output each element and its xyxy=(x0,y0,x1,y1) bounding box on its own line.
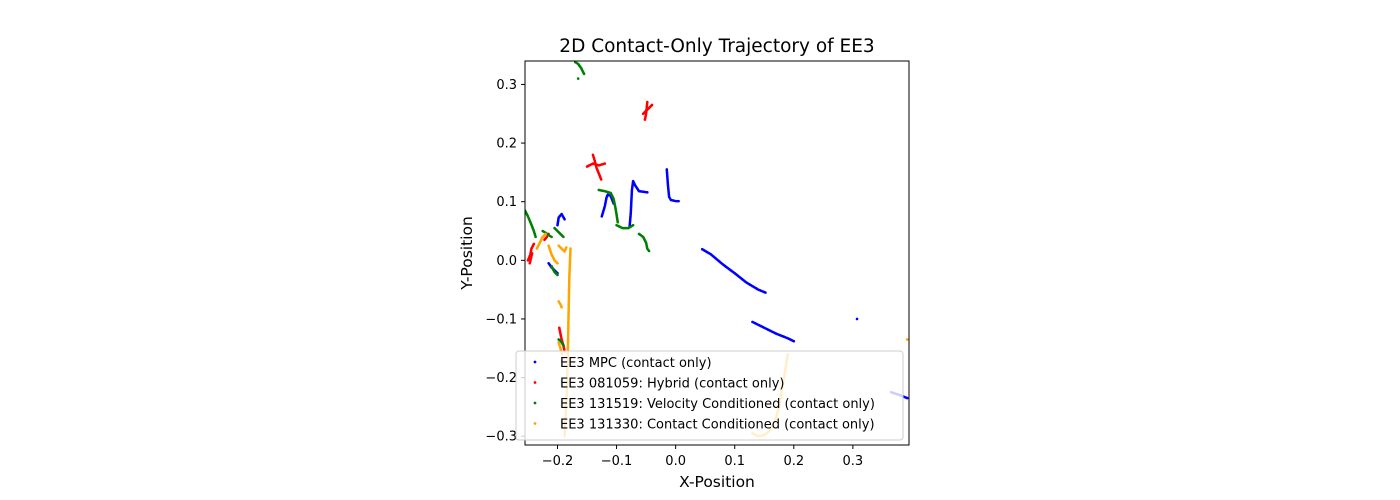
y-tick-label: −0.1 xyxy=(485,312,517,327)
x-tick-label: 0.2 xyxy=(783,454,804,469)
data-point xyxy=(792,339,796,343)
x-tick-label: 0.0 xyxy=(665,454,686,469)
y-tick-label: 0.1 xyxy=(496,195,517,210)
legend-marker xyxy=(533,381,537,384)
x-tick-label: 0.1 xyxy=(724,454,745,469)
data-point xyxy=(562,235,565,239)
data-point xyxy=(616,220,620,224)
legend: EE3 MPC (contact only) EE3 081059: Hybrid… xyxy=(515,350,904,441)
data-point xyxy=(905,338,909,341)
data-point xyxy=(563,217,566,221)
data-point xyxy=(647,249,651,253)
legend-entry: EE3 MPC (contact only) xyxy=(560,356,712,371)
series-2 xyxy=(526,100,654,353)
data-point xyxy=(764,291,767,294)
data-point xyxy=(556,273,559,277)
data-point xyxy=(565,246,568,249)
data-point xyxy=(576,77,580,80)
data-point xyxy=(905,396,909,400)
data-point xyxy=(562,344,565,347)
data-point xyxy=(532,242,536,246)
data-point xyxy=(855,317,859,321)
data-point xyxy=(534,235,537,239)
data-point xyxy=(544,232,547,236)
data-point xyxy=(645,100,649,104)
legend-marker xyxy=(533,401,537,405)
y-tick-label: −0.2 xyxy=(485,371,517,386)
series-1 xyxy=(547,168,909,400)
data-point xyxy=(631,223,635,227)
data-point xyxy=(603,162,607,165)
plot-frame xyxy=(524,60,910,446)
legend-entry: EE3 131519: Velocity Conditioned (contac… xyxy=(560,397,875,412)
data-point xyxy=(645,191,649,194)
data-point xyxy=(650,103,654,107)
data-point xyxy=(550,235,553,239)
data-point xyxy=(530,251,534,255)
y-tick-label: 0.2 xyxy=(496,137,517,152)
data-point xyxy=(599,178,603,181)
chart-title: 2D Contact-Only Trajectory of EE3 xyxy=(559,36,874,57)
legend-box xyxy=(515,350,904,441)
data-point xyxy=(582,72,586,76)
legend-entry: EE3 131330: Contact Conditioned (contact… xyxy=(560,418,875,433)
data-point xyxy=(556,261,559,265)
x-axis-label: X-Position xyxy=(679,473,755,491)
series-3 xyxy=(525,61,651,347)
y-tick-label: 0.0 xyxy=(496,254,517,269)
y-tick-label: −0.3 xyxy=(485,430,517,445)
x-tick-label: −0.2 xyxy=(542,454,574,469)
legend-marker xyxy=(533,422,537,425)
x-tick-label: −0.1 xyxy=(601,454,633,469)
data-point xyxy=(677,199,680,203)
y-axis-label: Y-Position xyxy=(458,216,476,291)
data-point xyxy=(560,305,563,309)
x-tick-label: 0.3 xyxy=(843,454,864,469)
legend-marker xyxy=(533,360,537,364)
y-tick-label: 0.3 xyxy=(496,78,517,93)
legend-entry: EE3 081059: Hybrid (contact only) xyxy=(560,377,784,392)
